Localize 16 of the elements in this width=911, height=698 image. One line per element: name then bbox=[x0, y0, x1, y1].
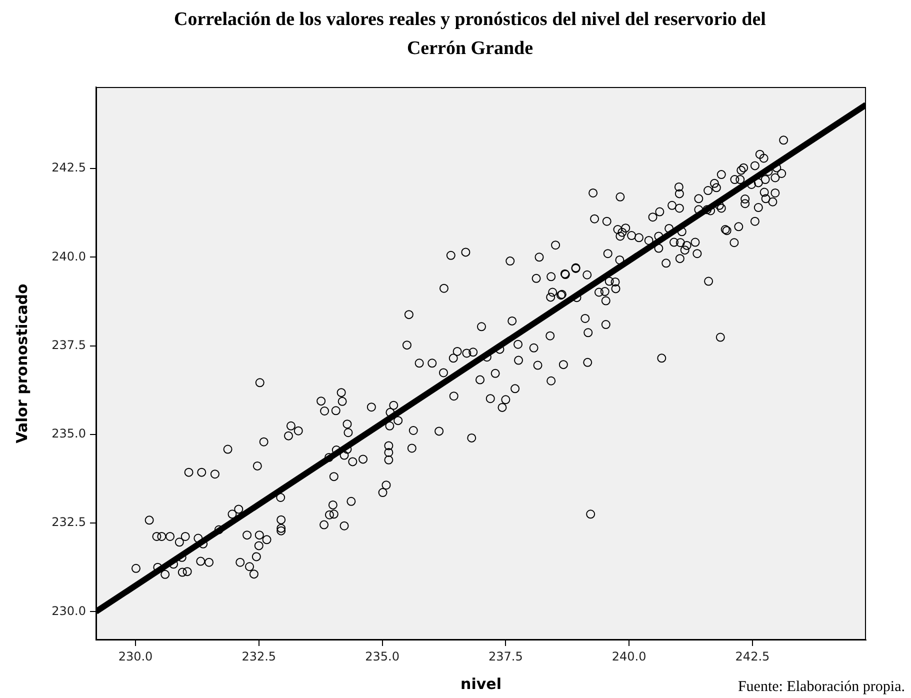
x-axis-title: nivel bbox=[460, 674, 502, 693]
x-tick-label: 230.0 bbox=[118, 649, 153, 664]
y-tick-label: 235.0 bbox=[52, 426, 86, 441]
y-tick-label: 237.5 bbox=[52, 338, 86, 352]
y-tick-label: 230.0 bbox=[52, 604, 86, 618]
x-tick-label: 240.0 bbox=[612, 649, 646, 664]
y-tick-label: 232.5 bbox=[52, 515, 86, 530]
x-tick-label: 235.0 bbox=[365, 649, 400, 664]
x-tick-label: 242.5 bbox=[735, 649, 770, 664]
chart-title: Correlación de los valores reales y pronósticos del nivel del reservorio del Cerrón Grande bbox=[174, 8, 766, 59]
y-axis-title: Valor pronosticado bbox=[12, 284, 31, 444]
x-tick-label: 237.5 bbox=[488, 649, 523, 664]
y-tick-label: 240.0 bbox=[52, 249, 86, 264]
x-tick-label: 232.5 bbox=[242, 649, 276, 664]
source-note: Fuente: Elaboración propia. bbox=[738, 679, 905, 695]
y-tick-label: 242.5 bbox=[52, 160, 86, 175]
